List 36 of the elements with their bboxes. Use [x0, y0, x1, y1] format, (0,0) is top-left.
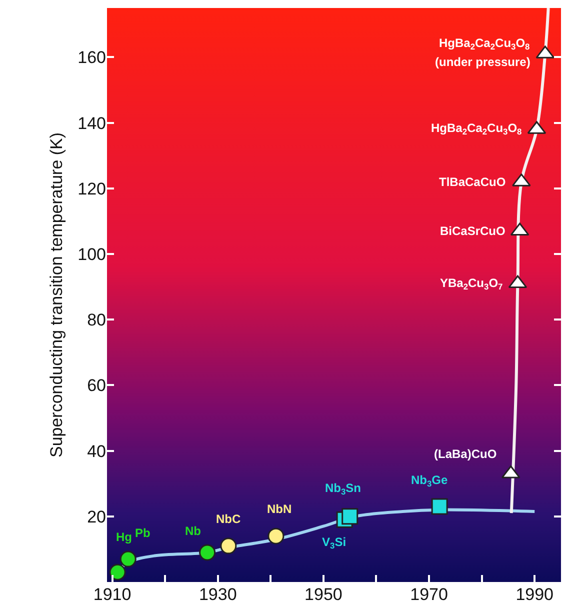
annotation: Hg [116, 530, 132, 544]
y-axis-title: Superconducting transition temperature (K) [47, 132, 66, 458]
point [268, 528, 284, 544]
annotation: Nb$_{3}$Sn [325, 481, 362, 497]
annotation: TlBaCaCuO [439, 175, 506, 189]
x-tick-label: 1930 [198, 585, 237, 604]
annotation: (under pressure) [435, 55, 530, 69]
y-tick-label: 20 [87, 507, 106, 526]
y-tick-label: 140 [78, 114, 106, 133]
annotation: (LaBa)CuO [434, 447, 497, 461]
annotation: Nb [185, 524, 201, 538]
annotation: HgBa$_{2}$Ca$_{2}$Cu$_{3}$O$_{8}$ [431, 121, 522, 137]
annotation: BiCaSrCuO [440, 224, 506, 238]
x-tick-label: 1970 [410, 585, 448, 604]
point [109, 564, 126, 580]
y-tick-label: 40 [87, 442, 106, 461]
annotation: Nb$_{3}$Ge [411, 473, 448, 489]
point [220, 538, 237, 554]
y-tick-label: 80 [87, 310, 106, 330]
annotation: HgBa$_{2}$Ca$_{2}$Cu$_{3}$O$_{8}$ [439, 36, 530, 52]
point [199, 544, 216, 561]
point [120, 550, 136, 568]
y-tick-label: 60 [87, 376, 106, 396]
x-tick-label: 1990 [516, 585, 554, 604]
annotation: V$_{3}$Si [322, 535, 346, 551]
x-tick-label: 1950 [304, 585, 342, 604]
y-tick-label: 120 [78, 179, 106, 198]
y-tick-label: 100 [78, 244, 106, 264]
point [342, 508, 358, 525]
y-tick-label: 160 [78, 48, 106, 68]
annotation: YBa$_{2}$Cu$_{3}$O$_{7}$ [440, 276, 504, 292]
point [431, 498, 448, 515]
annotation: Pb [135, 526, 150, 540]
x-tick-label: 1910 [93, 585, 132, 604]
annotation: NbN [267, 502, 292, 516]
annotation: NbC [216, 512, 241, 526]
